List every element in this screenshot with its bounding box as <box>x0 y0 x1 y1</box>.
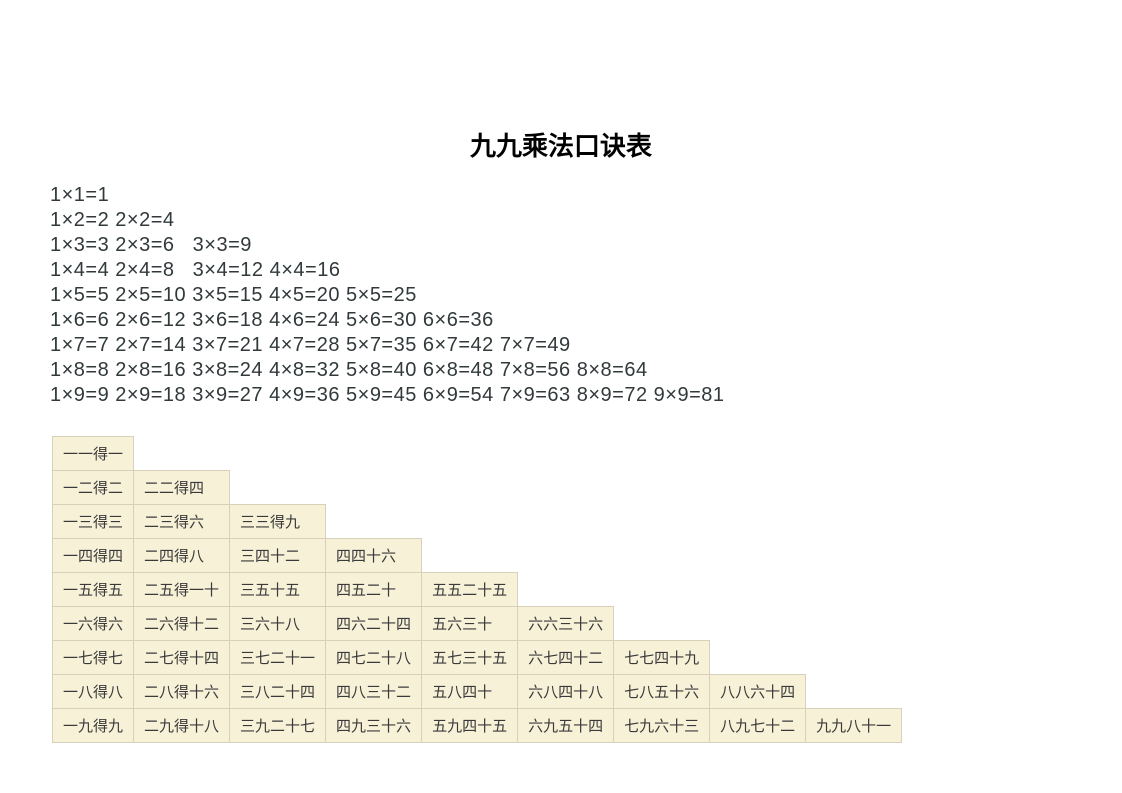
numeric-row: 1×8=8 2×8=16 3×8=24 4×8=32 5×8=40 6×8=48… <box>50 358 1072 383</box>
table-cell: 六六三十六 <box>518 607 614 641</box>
table-cell: 三九二十七 <box>230 709 326 743</box>
table-cell: 三八二十四 <box>230 675 326 709</box>
table-cell: 五九四十五 <box>422 709 518 743</box>
table-cell: 五六三十 <box>422 607 518 641</box>
table-cell: 三四十二 <box>230 539 326 573</box>
table-cell: 二六得十二 <box>134 607 230 641</box>
numeric-row: 1×9=9 2×9=18 3×9=27 4×9=36 5×9=45 6×9=54… <box>50 383 1072 408</box>
numeric-row: 1×4=4 2×4=8 3×4=12 4×4=16 <box>50 258 1072 283</box>
numeric-row: 1×2=2 2×2=4 <box>50 208 1072 233</box>
table-cell: 八九七十二 <box>710 709 806 743</box>
table-cell: 二八得十六 <box>134 675 230 709</box>
table-cell: 六八四十八 <box>518 675 614 709</box>
numeric-row: 1×7=7 2×7=14 3×7=21 4×7=28 5×7=35 6×7=42… <box>50 333 1072 358</box>
table-cell: 一三得三 <box>53 505 134 539</box>
table-cell: 一五得五 <box>53 573 134 607</box>
table-cell: 二四得八 <box>134 539 230 573</box>
chinese-multiplication-table: 一一得一 一二得二 二二得四 一三得三 二三得六 三三得九 一四得四 二四得八 … <box>52 436 902 743</box>
table-cell: 四四十六 <box>326 539 422 573</box>
table-cell: 四五二十 <box>326 573 422 607</box>
table-cell: 四七二十八 <box>326 641 422 675</box>
page-title: 九九乘法口诀表 <box>50 126 1072 163</box>
table-cell: 五五二十五 <box>422 573 518 607</box>
table-cell: 二五得一十 <box>134 573 230 607</box>
numeric-multiplication-table: 1×1=1 1×2=2 2×2=4 1×3=3 2×3=6 3×3=9 1×4=… <box>50 183 1072 408</box>
table-cell: 四八三十二 <box>326 675 422 709</box>
table-cell: 一一得一 <box>53 437 134 471</box>
table-cell: 五八四十 <box>422 675 518 709</box>
table-cell: 七七四十九 <box>614 641 710 675</box>
numeric-row: 1×5=5 2×5=10 3×5=15 4×5=20 5×5=25 <box>50 283 1072 308</box>
table-cell: 一六得六 <box>53 607 134 641</box>
table-cell: 三五十五 <box>230 573 326 607</box>
table-cell: 一八得八 <box>53 675 134 709</box>
table-cell: 三三得九 <box>230 505 326 539</box>
table-cell: 四九三十六 <box>326 709 422 743</box>
numeric-row: 1×6=6 2×6=12 3×6=18 4×6=24 5×6=30 6×6=36 <box>50 308 1072 333</box>
numeric-row: 1×3=3 2×3=6 3×3=9 <box>50 233 1072 258</box>
table-cell: 二三得六 <box>134 505 230 539</box>
table-cell: 一七得七 <box>53 641 134 675</box>
table-cell: 六九五十四 <box>518 709 614 743</box>
table-cell: 四六二十四 <box>326 607 422 641</box>
table-cell: 一四得四 <box>53 539 134 573</box>
table-cell: 一二得二 <box>53 471 134 505</box>
table-cell: 九九八十一 <box>806 709 902 743</box>
table-cell: 三七二十一 <box>230 641 326 675</box>
table-cell: 二七得十四 <box>134 641 230 675</box>
table-cell: 二九得十八 <box>134 709 230 743</box>
table-cell: 一九得九 <box>53 709 134 743</box>
table-cell: 二二得四 <box>134 471 230 505</box>
table-cell: 三六十八 <box>230 607 326 641</box>
table-cell: 七九六十三 <box>614 709 710 743</box>
table-cell: 八八六十四 <box>710 675 806 709</box>
table-cell: 七八五十六 <box>614 675 710 709</box>
table-cell: 六七四十二 <box>518 641 614 675</box>
numeric-row: 1×1=1 <box>50 183 1072 208</box>
table-cell: 五七三十五 <box>422 641 518 675</box>
